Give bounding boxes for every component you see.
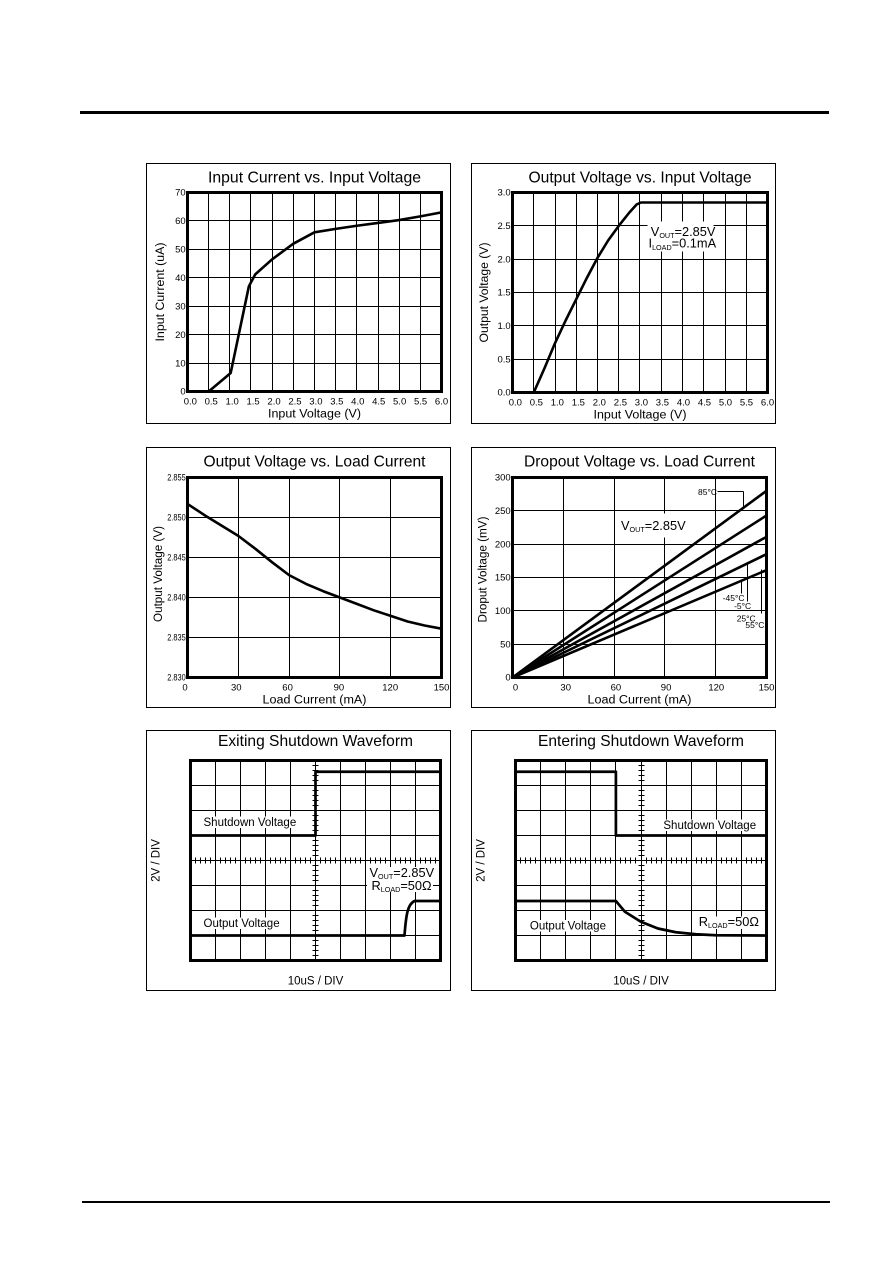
svg-text:1.0: 1.0 bbox=[551, 398, 564, 409]
svg-text:1.0: 1.0 bbox=[497, 321, 510, 332]
svg-text:200: 200 bbox=[495, 539, 511, 550]
svg-text:0.5: 0.5 bbox=[530, 398, 543, 409]
svg-text:85°C: 85°C bbox=[698, 487, 717, 497]
svg-text:Input Voltage (V): Input Voltage (V) bbox=[594, 410, 687, 422]
svg-text:4.0: 4.0 bbox=[351, 397, 364, 408]
svg-text:Output Voltage: Output Voltage bbox=[530, 921, 606, 933]
svg-text:4.5: 4.5 bbox=[698, 398, 711, 409]
svg-text:2.830: 2.830 bbox=[167, 673, 186, 684]
svg-text:-45°C: -45°C bbox=[723, 593, 745, 603]
svg-text:6.0: 6.0 bbox=[435, 397, 448, 408]
svg-text:RLOAD=50Ω: RLOAD=50Ω bbox=[372, 878, 433, 894]
svg-text:50: 50 bbox=[500, 639, 511, 650]
svg-text:Exiting Shutdown Waveform: Exiting Shutdown Waveform bbox=[218, 733, 413, 750]
svg-text:Output Voltage vs. Load Curren: Output Voltage vs. Load Current bbox=[204, 453, 427, 470]
svg-text:30: 30 bbox=[560, 683, 571, 694]
svg-text:1.0: 1.0 bbox=[226, 397, 239, 408]
svg-text:2V / DIV: 2V / DIV bbox=[476, 839, 488, 882]
svg-text:Shutdown Voltage: Shutdown Voltage bbox=[663, 820, 756, 832]
svg-text:90: 90 bbox=[334, 683, 345, 694]
svg-text:10: 10 bbox=[175, 358, 186, 369]
svg-text:0: 0 bbox=[182, 683, 187, 694]
svg-text:Output Voltage (V): Output Voltage (V) bbox=[153, 526, 165, 622]
svg-text:40: 40 bbox=[175, 273, 186, 284]
svg-text:1.5: 1.5 bbox=[246, 397, 259, 408]
svg-text:0: 0 bbox=[180, 387, 185, 398]
svg-text:2.5: 2.5 bbox=[497, 221, 510, 232]
svg-text:Output Voltage (V): Output Voltage (V) bbox=[479, 242, 491, 342]
svg-text:1.5: 1.5 bbox=[572, 398, 585, 409]
svg-text:10uS / DIV: 10uS / DIV bbox=[288, 976, 344, 988]
svg-text:RLOAD=50Ω: RLOAD=50Ω bbox=[699, 914, 760, 930]
svg-text:0.0: 0.0 bbox=[497, 388, 510, 399]
svg-text:100: 100 bbox=[495, 606, 511, 617]
svg-text:150: 150 bbox=[434, 683, 450, 694]
svg-text:Droput Voltage (mV): Droput Voltage (mV) bbox=[478, 516, 490, 622]
svg-text:3.0: 3.0 bbox=[497, 188, 510, 199]
svg-text:50: 50 bbox=[175, 245, 186, 256]
svg-text:Input Current vs. Input Voltag: Input Current vs. Input Voltage bbox=[208, 169, 421, 186]
svg-text:2.840: 2.840 bbox=[167, 593, 186, 604]
svg-text:250: 250 bbox=[495, 506, 511, 517]
svg-text:30: 30 bbox=[231, 683, 242, 694]
svg-text:3.5: 3.5 bbox=[656, 398, 669, 409]
svg-text:60: 60 bbox=[175, 216, 186, 227]
svg-text:60: 60 bbox=[282, 683, 293, 694]
svg-text:5.5: 5.5 bbox=[740, 398, 753, 409]
svg-text:3.0: 3.0 bbox=[635, 398, 648, 409]
svg-text:Input Current (uA): Input Current (uA) bbox=[155, 242, 167, 341]
svg-text:0: 0 bbox=[505, 673, 510, 684]
svg-text:120: 120 bbox=[382, 683, 398, 694]
svg-text:2.850: 2.850 bbox=[167, 513, 186, 524]
svg-text:150: 150 bbox=[759, 683, 775, 694]
svg-text:2.855: 2.855 bbox=[167, 473, 186, 484]
svg-text:2.0: 2.0 bbox=[497, 254, 510, 265]
svg-text:5.5: 5.5 bbox=[414, 397, 427, 408]
svg-text:0.0: 0.0 bbox=[509, 398, 522, 409]
svg-text:3.0: 3.0 bbox=[309, 397, 322, 408]
svg-text:-5°C: -5°C bbox=[734, 601, 751, 611]
svg-text:70: 70 bbox=[175, 188, 186, 199]
svg-text:0: 0 bbox=[513, 683, 518, 694]
svg-text:Load Current (mA): Load Current (mA) bbox=[588, 695, 692, 707]
svg-text:2.0: 2.0 bbox=[267, 397, 280, 408]
svg-text:55°C: 55°C bbox=[745, 620, 764, 630]
svg-text:6.0: 6.0 bbox=[761, 398, 774, 409]
svg-text:120: 120 bbox=[708, 683, 724, 694]
svg-text:Shutdown Voltage: Shutdown Voltage bbox=[204, 817, 297, 829]
svg-text:4.0: 4.0 bbox=[677, 398, 690, 409]
svg-text:2.845: 2.845 bbox=[167, 553, 186, 564]
svg-text:Output Voltage vs. Input Volta: Output Voltage vs. Input Voltage bbox=[529, 169, 752, 186]
svg-text:0.0: 0.0 bbox=[184, 397, 197, 408]
svg-text:5.0: 5.0 bbox=[719, 398, 732, 409]
svg-text:5.0: 5.0 bbox=[393, 397, 406, 408]
svg-text:20: 20 bbox=[175, 330, 186, 341]
svg-text:Dropout Voltage vs. Load Curre: Dropout Voltage vs. Load Current bbox=[524, 453, 756, 470]
svg-text:0.5: 0.5 bbox=[497, 354, 510, 365]
svg-text:2.5: 2.5 bbox=[288, 397, 301, 408]
svg-text:2.835: 2.835 bbox=[167, 633, 186, 644]
svg-text:3.5: 3.5 bbox=[330, 397, 343, 408]
svg-text:25°C: 25°C bbox=[737, 614, 756, 624]
svg-text:Entering Shutdown Waveform: Entering Shutdown Waveform bbox=[538, 733, 744, 750]
svg-text:90: 90 bbox=[661, 683, 672, 694]
svg-text:1.5: 1.5 bbox=[497, 288, 510, 299]
svg-text:Input Voltage (V): Input Voltage (V) bbox=[268, 409, 361, 421]
svg-text:300: 300 bbox=[495, 473, 511, 484]
svg-text:2.5: 2.5 bbox=[614, 398, 627, 409]
svg-text:Load Current (mA): Load Current (mA) bbox=[263, 695, 367, 707]
svg-text:30: 30 bbox=[175, 301, 186, 312]
svg-text:60: 60 bbox=[611, 683, 622, 694]
svg-text:150: 150 bbox=[495, 573, 511, 584]
svg-text:2V / DIV: 2V / DIV bbox=[151, 839, 163, 882]
svg-text:10uS / DIV: 10uS / DIV bbox=[613, 976, 669, 988]
svg-text:Output Voltage: Output Voltage bbox=[204, 918, 280, 930]
svg-text:0.5: 0.5 bbox=[205, 397, 218, 408]
svg-text:4.5: 4.5 bbox=[372, 397, 385, 408]
svg-text:2.0: 2.0 bbox=[593, 398, 606, 409]
